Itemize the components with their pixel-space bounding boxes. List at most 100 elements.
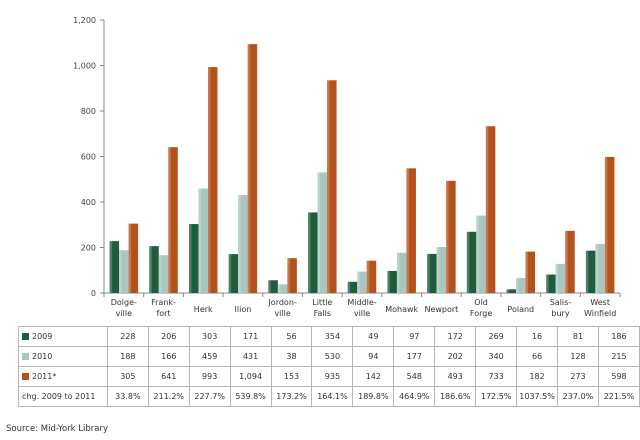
bar-2011-12 bbox=[604, 156, 615, 293]
bar-2010-4 bbox=[277, 284, 288, 293]
bar-highlight bbox=[387, 270, 390, 293]
category-label: ville bbox=[274, 309, 290, 318]
table-cell: 164.1% bbox=[311, 386, 354, 407]
bar-highlight bbox=[317, 172, 321, 293]
table-cell: 182 bbox=[516, 366, 559, 387]
y-tick-label: 0 bbox=[91, 289, 96, 298]
bar-highlight bbox=[516, 277, 519, 293]
bar-highlight bbox=[427, 253, 430, 293]
legend-label: 2009 bbox=[32, 332, 53, 341]
bar-2010-12 bbox=[595, 244, 605, 293]
table-cell: 97 bbox=[393, 326, 436, 347]
bar-2011-1 bbox=[168, 147, 178, 293]
bar-2010-8 bbox=[436, 247, 447, 293]
table-cell: 186 bbox=[597, 326, 640, 347]
bar-highlight bbox=[595, 244, 598, 293]
table-cell: 459 bbox=[188, 346, 231, 367]
bar-2011-11 bbox=[565, 230, 575, 293]
category-label: Salis- bbox=[550, 298, 572, 307]
bar-2011-4 bbox=[287, 258, 297, 293]
table-cell: 202 bbox=[434, 346, 477, 367]
table-cell: 641 bbox=[147, 366, 190, 387]
bar-2009-10 bbox=[506, 289, 517, 293]
table-cell: 166 bbox=[147, 346, 190, 367]
table-cell: 993 bbox=[188, 366, 231, 387]
table-cell: 303 bbox=[188, 326, 231, 347]
table-cell: 171 bbox=[229, 326, 272, 347]
bar-highlight bbox=[525, 251, 529, 293]
category-label: Jordon- bbox=[267, 298, 296, 307]
category-labels: Dolge-ville Frank-fort Herk Ilion Jordon-vil… bbox=[111, 298, 617, 318]
table-cell: 188 bbox=[106, 346, 149, 367]
data-table: 2009 228 206 303 171 56 354 49 97 172 269 16 81 186 20… bbox=[18, 326, 640, 407]
bar-2011-6 bbox=[366, 260, 377, 293]
bar-highlight bbox=[327, 80, 330, 293]
table-cell: 186.6% bbox=[434, 386, 477, 407]
table-cell: 172.5% bbox=[475, 386, 518, 407]
table-cell: 1037.5% bbox=[516, 386, 559, 407]
y-tick-label: 1,200 bbox=[73, 16, 96, 25]
y-tick-label: 1,000 bbox=[73, 62, 96, 71]
category-label: ville bbox=[116, 309, 132, 318]
category-label: fort bbox=[156, 309, 170, 318]
y-tick-label: 200 bbox=[81, 244, 96, 253]
bar-2009-8 bbox=[427, 253, 437, 293]
bar-2009-6 bbox=[347, 281, 358, 293]
bar-2011-5 bbox=[327, 80, 337, 293]
table-cell: 66 bbox=[516, 346, 559, 367]
bar-highlight bbox=[168, 147, 171, 293]
table-cell: 935 bbox=[311, 366, 354, 387]
table-cell: 431 bbox=[229, 346, 272, 367]
bar-highlight bbox=[247, 44, 251, 293]
category-label: Poland bbox=[507, 305, 534, 314]
bar-highlight bbox=[506, 289, 510, 293]
bar-2009-11 bbox=[546, 274, 556, 293]
bar-2010-6 bbox=[357, 271, 367, 293]
table-cell: 237.0% bbox=[557, 386, 599, 407]
bar-2010-9 bbox=[476, 215, 486, 293]
bar-2009-2 bbox=[188, 224, 199, 293]
category-label: bury bbox=[551, 309, 569, 318]
chart-bars bbox=[109, 44, 615, 294]
bar-highlight bbox=[109, 241, 113, 293]
bar-2009-4 bbox=[268, 280, 278, 293]
bar-highlight bbox=[476, 215, 479, 293]
bar-highlight bbox=[565, 230, 568, 293]
table-cell: 273 bbox=[557, 366, 599, 387]
bar-2011-9 bbox=[485, 126, 496, 294]
legend-label: 2011* bbox=[32, 372, 57, 381]
bar-chart: 0 200 400 600 800 1,000 1,200 Dolge-ville Frank… bbox=[73, 16, 621, 318]
table-cell: 340 bbox=[475, 346, 518, 367]
bar-2010-7 bbox=[396, 252, 407, 293]
table-cell: 142 bbox=[352, 366, 395, 387]
table-cell: 189.8% bbox=[352, 386, 395, 407]
bar-2009-3 bbox=[228, 254, 239, 293]
table-cell: 177 bbox=[393, 346, 436, 367]
bar-2011-10 bbox=[525, 251, 536, 293]
table-cell: 221.5% bbox=[597, 386, 640, 407]
bar-highlight bbox=[238, 194, 241, 293]
table-row: 2009 228 206 303 171 56 354 49 97 172 269 16 81 186 bbox=[18, 326, 640, 347]
bar-highlight bbox=[268, 280, 271, 293]
legend-entry: 2011* bbox=[18, 366, 108, 387]
category-label: Mohawk bbox=[385, 305, 418, 314]
bar-highlight bbox=[207, 67, 211, 293]
bar-2010-3 bbox=[238, 194, 248, 293]
table-cell: 228 bbox=[106, 326, 149, 347]
table-cell: 464.9% bbox=[393, 386, 436, 407]
bar-highlight bbox=[406, 168, 409, 293]
category-label: Dolge- bbox=[111, 298, 137, 307]
bar-2010-11 bbox=[555, 263, 566, 293]
y-tick-label: 600 bbox=[81, 153, 96, 162]
table-cell: 305 bbox=[106, 366, 149, 387]
bar-2010-0 bbox=[119, 250, 129, 293]
bar-2009-0 bbox=[109, 241, 120, 293]
table-cell: 153 bbox=[270, 366, 313, 387]
category-label: Forge bbox=[470, 309, 492, 318]
bar-highlight bbox=[436, 247, 440, 293]
change-row-label: chg. 2009 to 2011 bbox=[18, 386, 108, 407]
bar-highlight bbox=[308, 212, 311, 293]
bar-2010-1 bbox=[158, 255, 169, 293]
bar-2009-12 bbox=[585, 250, 596, 293]
table-row-change: chg. 2009 to 2011 33.8% 211.2% 227.7% 539.8%… bbox=[18, 386, 640, 407]
